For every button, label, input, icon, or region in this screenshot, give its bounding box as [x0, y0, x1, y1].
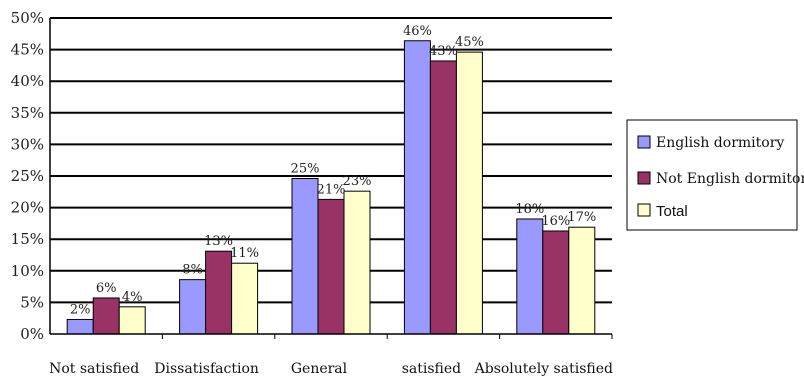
y-tick-label: 35%	[11, 104, 44, 122]
legend-label-english-dormitory: English dormitory	[656, 135, 784, 151]
data-label: 16%	[541, 214, 570, 229]
bar-not-english-dormitory	[317, 198, 345, 335]
y-tick-label: 20%	[11, 199, 44, 217]
y-axis-ticks: 0% 5% 10% 15% 20% 25% 30% 35% 40% 45% 50%	[11, 9, 44, 343]
bar-english-dormitory	[403, 40, 431, 335]
legend-label-total: Total	[656, 203, 688, 220]
y-tick-label: 45%	[11, 41, 44, 59]
y-tick-label: 25%	[11, 167, 44, 185]
bar-total	[231, 262, 259, 335]
data-labels: 2% 6% 4% 8%13%11% 25% 21%23% 46% 43%45% 18%16%17…	[70, 24, 596, 318]
bar-total	[343, 190, 371, 335]
bar-not-english-dormitory	[542, 230, 570, 335]
data-label: 6%	[96, 281, 117, 296]
y-tick-label: 0%	[20, 325, 44, 343]
legend-frame	[626, 119, 798, 231]
data-label: 17%	[567, 210, 596, 225]
data-label: 11%	[230, 246, 259, 261]
bar-english-dormitory	[516, 218, 544, 335]
y-tick-label: 5%	[20, 293, 44, 311]
y-tick-label: 15%	[11, 230, 44, 248]
bar-not-english-dormitory	[429, 60, 457, 335]
bar-english-dormitory	[179, 279, 207, 335]
data-label: 18%	[515, 202, 544, 217]
data-label: 2%	[70, 302, 91, 317]
data-label: 4%	[122, 290, 143, 305]
data-label: 45%	[455, 35, 484, 50]
data-label: 21%	[317, 182, 346, 197]
x-category-label: Not satisfied	[49, 361, 139, 377]
gridlines	[50, 17, 612, 304]
y-tick-label: 50%	[11, 9, 44, 27]
data-label: 46%	[403, 24, 432, 39]
bar-not-english-dormitory	[205, 250, 233, 335]
x-category-label: Dissatisfaction	[154, 361, 259, 377]
x-axis-categories: Not satisfied Dissatisfaction General satis…	[49, 361, 613, 377]
bar-total	[568, 226, 596, 335]
legend: English dormitory Not English dormitory …	[626, 119, 804, 231]
y-tick-label: 10%	[11, 262, 44, 280]
y-tick-label: 30%	[11, 135, 44, 153]
bars	[66, 40, 596, 335]
legend-swatch-english-dormitory	[637, 135, 651, 149]
bar-english-dormitory	[66, 318, 94, 335]
bar-total	[455, 51, 483, 335]
bar-english-dormitory	[291, 178, 319, 335]
legend-label-not-english-dormitory: Not English dormitory	[656, 171, 804, 187]
x-category-label: General	[291, 361, 348, 377]
x-category-label: satisfied	[402, 361, 461, 377]
legend-swatch-not-english-dormitory	[637, 171, 651, 185]
bar-total	[118, 306, 146, 335]
x-category-label: Absolutely satisfied	[474, 361, 613, 377]
data-label: 25%	[291, 162, 320, 177]
axes	[49, 18, 613, 339]
data-label: 13%	[204, 234, 233, 249]
data-label: 23%	[343, 174, 372, 189]
bar-not-english-dormitory	[92, 297, 120, 335]
data-label: 8%	[182, 263, 203, 278]
data-label: 43%	[429, 44, 458, 59]
y-tick-label: 40%	[11, 72, 44, 90]
legend-swatch-total	[637, 203, 651, 217]
